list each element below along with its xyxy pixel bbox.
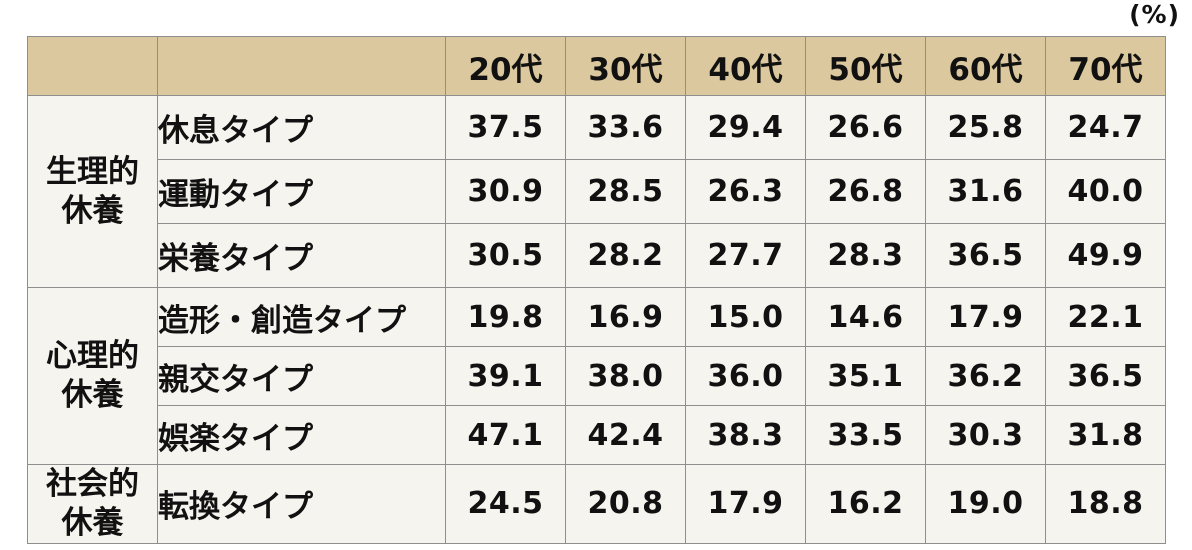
data-cell: 31.8 [1045, 405, 1166, 465]
table-row: 娯楽タイプ 47.1 42.4 38.3 33.5 30.3 31.8 [28, 405, 1166, 465]
corner-cell-type [157, 36, 446, 96]
type-cell: 親交タイプ [157, 346, 446, 406]
data-cell: 17.9 [925, 287, 1046, 347]
group-cell-physiological: 生理的 休養 [27, 95, 158, 288]
table-row: 運動タイプ 30.9 28.5 26.3 26.8 31.6 40.0 [28, 159, 1166, 224]
data-cell: 26.3 [685, 159, 806, 224]
data-cell: 28.5 [565, 159, 686, 224]
column-header-40s: 40代 [685, 36, 806, 96]
data-cell: 16.9 [565, 287, 686, 347]
data-cell: 26.8 [805, 159, 926, 224]
data-cell: 27.7 [685, 223, 806, 288]
data-cell: 36.2 [925, 346, 1046, 406]
data-cell: 33.5 [805, 405, 926, 465]
column-header-30s: 30代 [565, 36, 686, 96]
data-cell: 28.3 [805, 223, 926, 288]
data-cell: 16.2 [805, 464, 926, 544]
data-cell: 38.0 [565, 346, 686, 406]
type-cell: 運動タイプ [157, 159, 446, 224]
data-cell: 15.0 [685, 287, 806, 347]
data-cell: 19.0 [925, 464, 1046, 544]
table-row: 栄養タイプ 30.5 28.2 27.7 28.3 36.5 49.9 [28, 223, 1166, 288]
column-header-70s: 70代 [1045, 36, 1166, 96]
data-cell: 19.8 [445, 287, 566, 347]
data-cell: 28.2 [565, 223, 686, 288]
table-row: 親交タイプ 39.1 38.0 36.0 35.1 36.2 36.5 [28, 346, 1166, 406]
unit-percent-label: (%) [1129, 0, 1180, 29]
column-header-60s: 60代 [925, 36, 1046, 96]
data-cell: 24.5 [445, 464, 566, 544]
type-cell: 栄養タイプ [157, 223, 446, 288]
data-cell: 22.1 [1045, 287, 1166, 347]
data-cell: 40.0 [1045, 159, 1166, 224]
data-cell: 35.1 [805, 346, 926, 406]
type-cell: 造形・創造タイプ [157, 287, 446, 347]
data-cell: 30.3 [925, 405, 1046, 465]
data-cell: 14.6 [805, 287, 926, 347]
data-cell: 39.1 [445, 346, 566, 406]
data-cell: 36.0 [685, 346, 806, 406]
header-row: 20代 30代 40代 50代 60代 70代 [27, 36, 1166, 96]
data-cell: 38.3 [685, 405, 806, 465]
data-cell: 29.4 [685, 95, 806, 160]
group-cell-social: 社会的 休養 [27, 464, 158, 544]
type-cell: 転換タイプ [157, 464, 446, 544]
table-row: 生理的 休養 休息タイプ 37.5 33.6 29.4 26.6 25.8 24… [27, 95, 1166, 288]
data-cell: 30.9 [445, 159, 566, 224]
data-cell: 30.5 [445, 223, 566, 288]
group-cell-psychological: 心理的 休養 [27, 287, 158, 465]
data-cell: 42.4 [565, 405, 686, 465]
data-cell: 33.6 [565, 95, 686, 160]
data-cell: 18.8 [1045, 464, 1166, 544]
data-cell: 31.6 [925, 159, 1046, 224]
data-cell: 36.5 [1045, 346, 1166, 406]
data-cell: 37.5 [445, 95, 566, 160]
data-cell: 36.5 [925, 223, 1046, 288]
column-header-20s: 20代 [445, 36, 566, 96]
column-header-50s: 50代 [805, 36, 926, 96]
type-cell: 娯楽タイプ [157, 405, 446, 465]
type-cell: 休息タイプ [157, 95, 446, 160]
data-cell: 25.8 [925, 95, 1046, 160]
data-cell: 47.1 [445, 405, 566, 465]
data-cell: 20.8 [565, 464, 686, 544]
rest-type-by-age-table: 20代 30代 40代 50代 60代 70代 生理的 休養 休息タイプ 37.… [27, 36, 1166, 544]
table-row: 心理的 休養 造形・創造タイプ 19.8 16.9 15.0 14.6 17.9… [27, 287, 1166, 465]
table-row: 社会的 休養 転換タイプ 24.5 20.8 17.9 16.2 19.0 18… [27, 464, 1166, 544]
corner-cell-group [27, 36, 158, 96]
data-cell: 26.6 [805, 95, 926, 160]
data-cell: 24.7 [1045, 95, 1166, 160]
data-cell: 17.9 [685, 464, 806, 544]
data-cell: 49.9 [1045, 223, 1166, 288]
